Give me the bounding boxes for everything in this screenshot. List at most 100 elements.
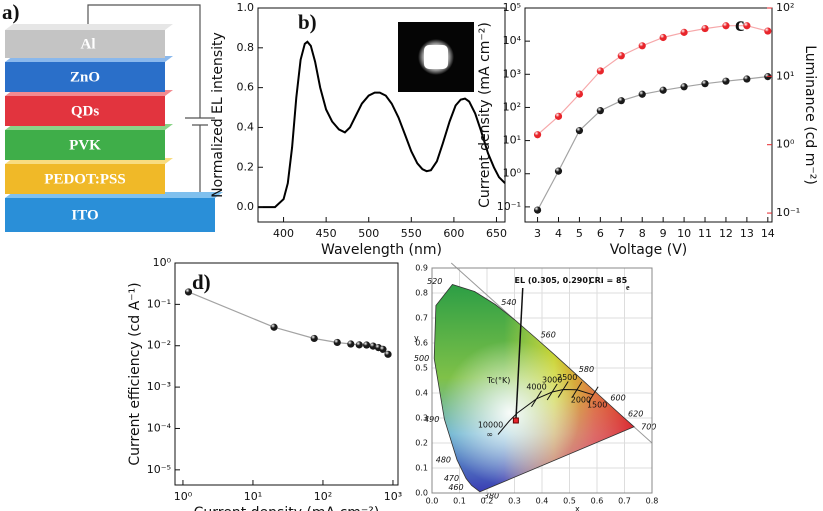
spectral-locus: [433, 284, 635, 493]
callout-line: [515, 287, 524, 421]
layer: [5, 96, 165, 126]
x-tick-label: 12: [719, 227, 733, 240]
y-axis-title: Normalized EL intensity: [210, 32, 226, 198]
y-tick-label: 0.2: [237, 160, 255, 173]
temperature-label: 10000: [478, 421, 503, 430]
layer: [5, 62, 165, 92]
x-tick-label: 10¹: [244, 490, 262, 503]
marker: [701, 80, 709, 88]
marker: [701, 24, 709, 33]
y-tick-label: 0.9: [415, 264, 428, 273]
y-axis-title: Current density (mA cm⁻²): [477, 22, 493, 208]
wavelength-label: 470: [444, 474, 459, 483]
isotherm: [546, 383, 558, 401]
x-axis-title: Current density (mA cm⁻²): [194, 505, 380, 511]
data-point: [512, 417, 519, 424]
panel: 10⁰ 10¹ 10² 10³10⁻⁵10⁻⁴10⁻³10⁻²10⁻¹10⁰Curre…: [127, 256, 402, 511]
panel-label: e: [626, 283, 630, 292]
y-tick-label: 10⁻¹: [147, 297, 171, 310]
marker: [638, 90, 646, 98]
panel: 5205405605806006207005004904804704603804…: [414, 262, 659, 511]
plot-frame: [431, 267, 653, 494]
wavelength-label: 580: [579, 365, 594, 374]
wavelength-label: 620: [628, 410, 643, 419]
x-tick-label: 0.6: [591, 497, 604, 506]
marker: [355, 341, 363, 349]
panel-label: c: [735, 12, 744, 36]
isotherm: [587, 386, 599, 404]
y-tick-label: 10¹: [503, 134, 521, 147]
marker: [617, 52, 625, 60]
x-tick-label: 0.8: [646, 497, 659, 506]
y-tick-label: 0.6: [415, 339, 428, 348]
x-tick-label: 10²: [314, 490, 332, 503]
x-tick-label: 0.1: [453, 497, 466, 506]
y-axis-title: Current efficiency (cd A⁻¹): [127, 282, 143, 465]
el-annotation: EL (0.305, 0.290): [515, 276, 592, 285]
x-tick-label: 14: [761, 227, 775, 240]
marker: [764, 27, 772, 35]
y-tick-label: 0.4: [415, 389, 428, 398]
x-tick-label: 0.5: [563, 497, 576, 506]
x-axis-title: Voltage (V): [610, 242, 687, 258]
device-stack: Al ZnO QDs PVK PEDOT:PSS ITO a): [2, 0, 223, 232]
layer-label: ZnO: [70, 69, 100, 85]
y-tick-label: 10⁻⁴: [147, 421, 172, 434]
layer: [5, 30, 165, 58]
series-line: [537, 76, 768, 211]
wavelength-label: 540: [501, 298, 516, 307]
temperature-label: 1500: [587, 400, 607, 409]
y-tick-label: 0.2: [415, 439, 428, 448]
marker: [362, 341, 371, 349]
marker: [617, 97, 625, 105]
marker: [596, 67, 604, 75]
x-tick-label: 0.0: [426, 497, 439, 506]
marker: [554, 112, 563, 120]
x-tick-label: 450: [316, 227, 337, 240]
inset-glow: [424, 45, 448, 69]
cri-annotation: CRI = 85: [589, 276, 628, 285]
y2-tick-label: 10⁰: [776, 138, 795, 151]
y-tick-label: 0.7: [415, 314, 428, 323]
layer: [5, 198, 215, 232]
marker: [575, 90, 584, 98]
isotherm: [557, 381, 569, 398]
layer-label: PVK: [69, 137, 101, 153]
x-axis-title: x: [575, 505, 580, 511]
x-tick-label: 650: [486, 227, 507, 240]
temperature-label: 2000: [571, 395, 591, 404]
x-tick-label: 0.4: [536, 497, 549, 506]
wavelength-label: 600: [610, 394, 625, 403]
y-tick-label: 0.0: [415, 489, 428, 498]
isotherm: [571, 381, 583, 399]
x-tick-label: 0.3: [508, 497, 521, 506]
x-tick-label: 500: [358, 227, 379, 240]
x-tick-label: 10: [677, 227, 691, 240]
wavelength-label: 460: [448, 483, 463, 492]
x-tick-label: 5: [576, 227, 583, 240]
marker: [184, 288, 193, 296]
marker: [659, 86, 667, 94]
y-tick-label: 10⁴: [503, 34, 522, 47]
y-tick-label: 10⁻⁵: [147, 463, 171, 476]
isotherm: [531, 390, 542, 408]
wavelength-label: 520: [427, 277, 442, 286]
y2-tick-label: 10⁻¹: [776, 206, 800, 219]
marker: [310, 334, 318, 343]
layer: [5, 130, 165, 160]
x-tick-label: 9: [660, 227, 667, 240]
layer-label: PEDOT:PSS: [44, 171, 125, 187]
wavelength-label: 560: [541, 331, 556, 340]
y-tick-label: 1.0: [237, 1, 255, 14]
x-tick-label: 13: [740, 227, 754, 240]
layer-label: QDs: [71, 103, 100, 119]
y2-tick-label: 10²: [776, 1, 794, 14]
layer: [5, 164, 165, 194]
marker: [680, 28, 688, 36]
x-tick-label: 550: [401, 227, 422, 240]
y-tick-label: 10²: [503, 100, 521, 113]
chromaticity-region: [434, 284, 635, 492]
y-tick-label: 0.4: [237, 120, 255, 133]
wavelength-label: 380: [484, 491, 499, 500]
